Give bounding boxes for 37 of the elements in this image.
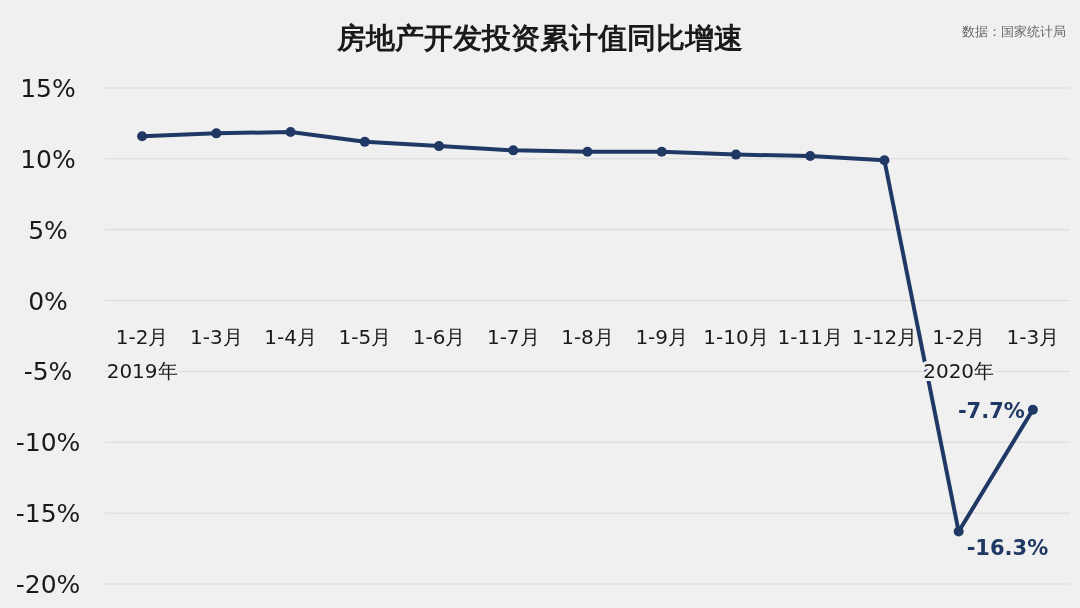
point <box>656 146 667 157</box>
y-tick-label: -5% <box>23 357 73 387</box>
y-tick-label: 10% <box>20 144 76 174</box>
x-tick-label: 1-5月 <box>338 324 392 349</box>
x-tick-label: 1-10月 <box>703 324 769 349</box>
x-tick-label: 1-12月 <box>851 324 918 349</box>
point <box>434 141 445 152</box>
x-tick-label: 1-3月 <box>190 324 243 349</box>
y-tick-label: -20% <box>15 570 81 599</box>
point <box>879 155 890 166</box>
point <box>285 126 296 137</box>
data-label: -16.3% <box>966 535 1049 560</box>
x-tick-label: 1-2月 2019年 <box>106 324 178 383</box>
point <box>805 151 816 162</box>
point <box>137 131 148 142</box>
x-tick-label: 1-9月 <box>635 324 689 349</box>
y-tick-label: -10% <box>15 428 81 458</box>
y-tick-label: -15% <box>15 499 81 529</box>
point <box>211 128 222 139</box>
x-tick-label: 1-7月 <box>486 324 540 349</box>
point <box>730 149 741 160</box>
point <box>359 136 370 147</box>
x-tick-label: 1-6月 <box>412 324 466 349</box>
y-tick-label: 5% <box>28 215 68 245</box>
x-tick-label: 1-3月 <box>1006 324 1060 349</box>
point <box>508 145 519 156</box>
chart-title: 房地产开发投资累计值同比增速 <box>336 21 743 55</box>
y-tick-label: 0% <box>28 286 68 316</box>
y-tick-label: 15% <box>20 74 76 103</box>
data-label: -7.7% <box>957 398 1025 423</box>
text: 数据：国家统计局 <box>962 24 1066 39</box>
x-tick-label: 1-11月 <box>777 324 843 349</box>
point <box>953 526 964 537</box>
x-tick-label: 1-4月 <box>264 324 317 349</box>
point <box>582 146 593 157</box>
x-tick-label: 1-8月 <box>561 324 614 349</box>
point <box>1027 404 1038 415</box>
